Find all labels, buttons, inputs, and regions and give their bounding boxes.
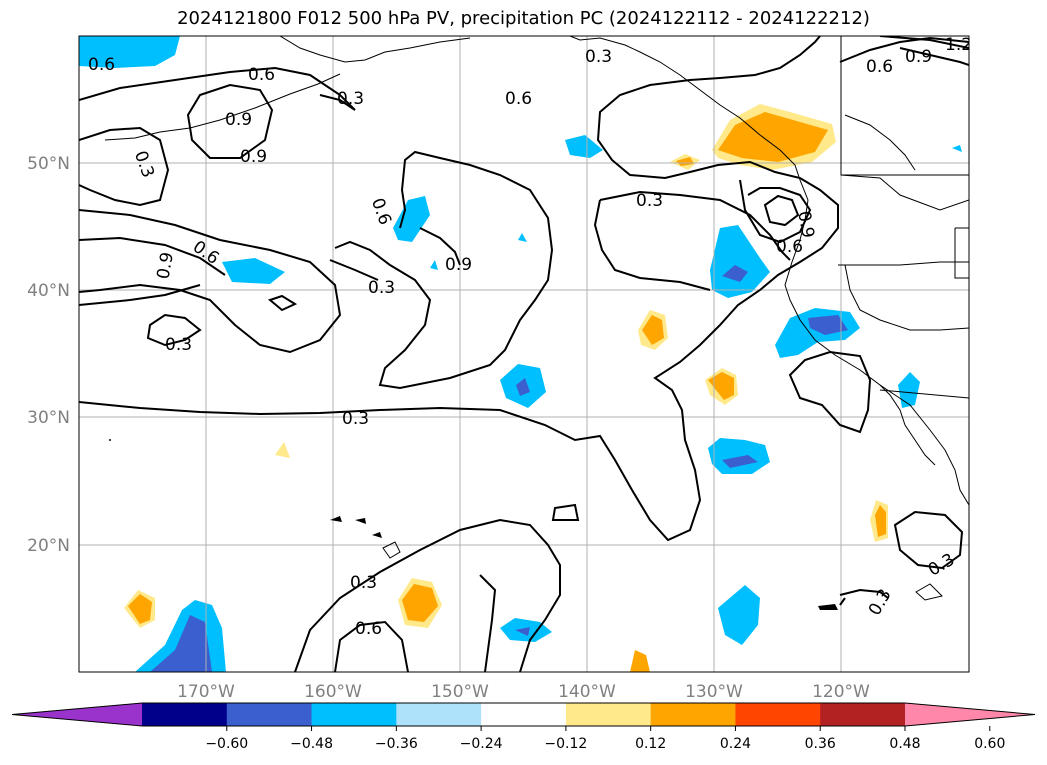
pos-precip-area bbox=[402, 584, 438, 622]
colorbar-segment bbox=[396, 703, 482, 726]
colorbar-segment bbox=[481, 703, 567, 726]
neg-precip-area bbox=[565, 135, 603, 158]
pos-precip-area bbox=[642, 315, 664, 345]
colorbar-segment bbox=[820, 703, 906, 726]
pos-precip-area bbox=[875, 505, 886, 537]
neg-precip-area bbox=[150, 615, 212, 672]
lon-label-160w: 160°W bbox=[304, 682, 362, 702]
colorbar-segment bbox=[142, 703, 228, 726]
neg-precip-area bbox=[222, 258, 285, 284]
colorbar-segment bbox=[311, 703, 397, 726]
contour-label: 0.3 bbox=[585, 47, 612, 67]
neg-precip-area bbox=[952, 145, 962, 152]
lat-label-20n: 20°N bbox=[27, 536, 70, 556]
coastlines bbox=[104, 36, 969, 506]
colorbar-segment bbox=[565, 703, 652, 726]
colorbar-tick-label: −0.12 bbox=[544, 736, 587, 752]
lon-label-150w: 150°W bbox=[431, 682, 489, 702]
contour-label: 0.3 bbox=[636, 191, 663, 211]
map-title: 2024121800 F012 500 hPa PV, precipitatio… bbox=[177, 8, 870, 29]
colorbar-segment bbox=[735, 703, 821, 726]
neg-precip-area bbox=[808, 315, 848, 335]
lat-label-40n: 40°N bbox=[27, 281, 70, 301]
island-outline bbox=[915, 583, 943, 601]
pos-precip-area bbox=[676, 157, 694, 166]
colorbar-tick-label: −0.48 bbox=[290, 736, 333, 752]
contour-label: 0.3 bbox=[350, 573, 377, 593]
neg-precip-area bbox=[393, 196, 430, 242]
lon-label-170w: 170°W bbox=[177, 682, 235, 702]
neg-precip-area bbox=[518, 233, 527, 242]
colorbar-tick-label: 0.12 bbox=[635, 736, 666, 752]
lon-label-140w: 140°W bbox=[558, 682, 616, 702]
colorbar-tick-label: −0.24 bbox=[460, 736, 503, 752]
colorbar-tick-label: 0.36 bbox=[805, 736, 836, 752]
neg-precip-area bbox=[708, 438, 770, 474]
contour-label: 0.6 bbox=[248, 65, 275, 85]
neg-precip-area bbox=[430, 260, 438, 270]
colorbar-tick-label: 0.60 bbox=[974, 736, 1005, 752]
map-panel bbox=[79, 36, 969, 672]
lon-label-120w: 120°W bbox=[812, 682, 870, 702]
contour-label: 0.3 bbox=[342, 409, 369, 429]
contour-label: 0.6 bbox=[355, 619, 382, 639]
contour-label: 0.9 bbox=[445, 255, 472, 275]
colorbar-extend-max bbox=[905, 703, 1035, 726]
contour-label: 0.9 bbox=[905, 47, 932, 67]
neg-precip-area bbox=[516, 378, 530, 396]
pos-precip-area bbox=[128, 594, 152, 624]
contour-label: 1.2 bbox=[945, 35, 972, 55]
pos-precip-area bbox=[718, 112, 828, 162]
map-frame bbox=[78, 35, 970, 673]
precip-shading bbox=[79, 36, 962, 672]
contour-label: 0.6 bbox=[866, 57, 893, 77]
latitude-axis: 50°N 40°N 30°N 20°N bbox=[27, 154, 70, 556]
lon-label-130w: 130°W bbox=[685, 682, 743, 702]
colorbar-tick-label: −0.60 bbox=[205, 736, 248, 752]
pv-contours bbox=[79, 36, 969, 672]
colorbar-extend-min bbox=[12, 703, 142, 726]
colorbar: −0.60 −0.48 −0.36 −0.24 −0.12 0.12 0.24 0.36 0.4… bbox=[11, 702, 1036, 752]
contour-label: 0.3 bbox=[165, 335, 192, 355]
neg-precip-area bbox=[722, 455, 758, 468]
lat-label-50n: 50°N bbox=[27, 154, 70, 174]
neg-precip-area bbox=[710, 225, 770, 298]
contour-label: 0.9 bbox=[225, 110, 252, 130]
colorbar-segment bbox=[650, 703, 736, 726]
contour-labels: 0.6 0.6 0.3 0.6 0.3 0.9 0.6 0.9 1.2 0.3 … bbox=[88, 35, 972, 639]
neg-precip-area bbox=[898, 372, 920, 408]
colorbar-outline bbox=[11, 702, 1036, 727]
colorbar-tick-label: 0.24 bbox=[720, 736, 751, 752]
longitude-axis: 170°W 160°W 150°W 140°W 130°W 120°W bbox=[177, 682, 870, 702]
contour-label: 0.3 bbox=[368, 278, 395, 298]
neg-precip-area bbox=[718, 585, 760, 645]
neg-precip-area bbox=[79, 36, 180, 68]
contour-label: 0.6 bbox=[776, 237, 803, 257]
contour-label: 0.3 bbox=[337, 89, 364, 109]
contour-label: 0.6 bbox=[88, 55, 115, 75]
hawaii-island bbox=[382, 541, 401, 559]
islands bbox=[109, 439, 838, 610]
pos-precip-area bbox=[630, 650, 650, 672]
contour-label: 0.9 bbox=[240, 147, 267, 167]
colorbar-tick-label: −0.36 bbox=[375, 736, 418, 752]
contour-label: 0.9 bbox=[793, 210, 817, 240]
pos-precip-area bbox=[275, 442, 290, 458]
contour-label: 0.9 bbox=[153, 251, 177, 281]
colorbar-tick-label: 0.48 bbox=[889, 736, 920, 752]
neg-precip-area bbox=[515, 627, 530, 636]
contour-label: 0.6 bbox=[505, 89, 532, 109]
lat-label-30n: 30°N bbox=[27, 408, 70, 428]
colorbar-segment bbox=[226, 703, 313, 726]
neg-precip-area bbox=[722, 265, 748, 282]
